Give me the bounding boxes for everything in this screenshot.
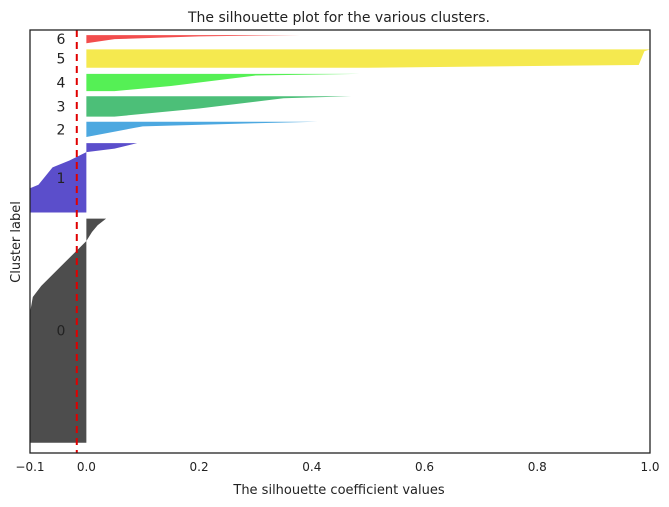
cluster-bodies — [30, 35, 650, 443]
x-tick-label: 0.0 — [77, 460, 96, 474]
plot-frame — [29, 29, 651, 454]
cluster-label-3: 3 — [57, 99, 66, 115]
cluster-0-silhouette — [30, 218, 107, 443]
cluster-label-6: 6 — [57, 32, 66, 48]
cluster-2-silhouette — [41, 121, 318, 138]
x-tick-label: −0.1 — [15, 460, 44, 474]
cluster-5-silhouette — [86, 49, 650, 68]
x-tick-label: 0.6 — [415, 460, 434, 474]
cluster-label-5: 5 — [57, 52, 66, 68]
cluster-4-silhouette — [86, 73, 360, 92]
cluster-label-0: 0 — [57, 324, 66, 340]
cluster-label-4: 4 — [57, 75, 66, 91]
x-axis-label: The silhouette coefficient values — [232, 483, 444, 498]
x-tick-label: 1.0 — [640, 460, 659, 474]
x-tick-label: 0.2 — [190, 460, 209, 474]
cluster-1-silhouette — [30, 143, 138, 213]
cluster-label-2: 2 — [57, 122, 66, 138]
cluster-label-1: 1 — [57, 171, 66, 187]
plot-area: 0 1 2 3 4 5 6 −0.1 0.0 0.2 0.4 0.6 0.8 1.0 — [15, 29, 660, 474]
chart-title: The silhouette plot for the various clus… — [187, 10, 490, 26]
x-tick-label: 0.8 — [528, 460, 547, 474]
x-tick-label: 0.4 — [302, 460, 321, 474]
cluster-6-silhouette — [86, 35, 301, 44]
y-axis-label: Cluster label — [9, 201, 24, 283]
cluster-3-silhouette — [86, 96, 352, 117]
